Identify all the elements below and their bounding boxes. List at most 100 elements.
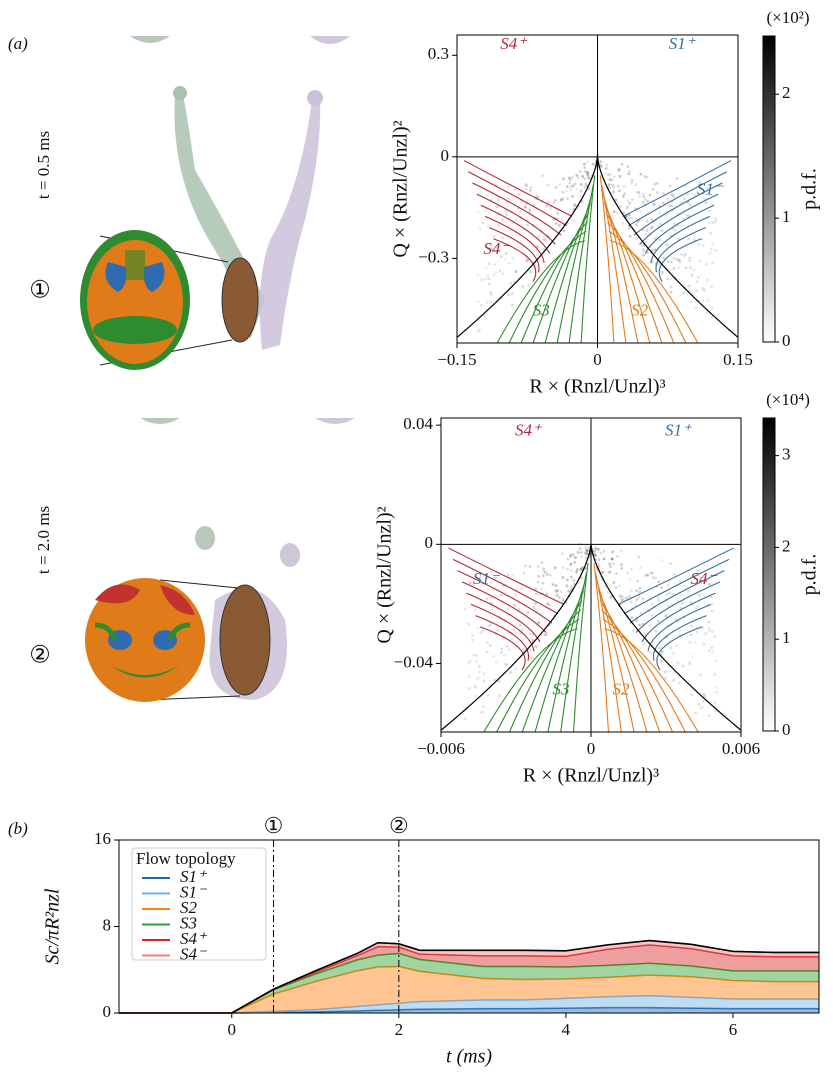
pdf-dot xyxy=(653,248,657,252)
pdf-dot xyxy=(463,705,466,709)
pdf-dot xyxy=(642,249,645,253)
region-label: S3 xyxy=(533,300,550,319)
pdf-dot xyxy=(610,557,614,561)
pdf-dot xyxy=(467,661,471,665)
pdf-dot xyxy=(630,179,634,182)
streamline xyxy=(604,628,699,732)
pdf-dot xyxy=(551,583,555,586)
y-tick-label: −0.04 xyxy=(394,652,434,671)
pdf-dot xyxy=(554,589,558,593)
pdf-dot xyxy=(620,598,624,602)
pdf-dot xyxy=(622,211,626,215)
pdf-dot xyxy=(710,315,714,319)
pdf-dot xyxy=(608,570,612,574)
pdf-dot xyxy=(711,602,714,606)
pdf-dot xyxy=(668,184,672,188)
pdf-dot xyxy=(568,181,572,185)
pdf-dot xyxy=(526,199,529,203)
pdf-dot xyxy=(683,584,686,588)
pdf-dot xyxy=(635,589,638,593)
pdf-dot xyxy=(708,582,712,586)
pdf-dot xyxy=(705,311,709,315)
pdf-dot xyxy=(542,574,545,578)
pdf-dot xyxy=(597,547,600,551)
pdf-dot xyxy=(567,589,570,593)
streamline xyxy=(521,600,583,732)
pdf-dot xyxy=(569,569,573,573)
pdf-dot xyxy=(654,576,657,580)
pdf-dot xyxy=(561,191,565,194)
pdf-dot xyxy=(573,182,577,186)
pdf-dot xyxy=(485,650,489,654)
pdf-dot xyxy=(524,205,527,209)
streamline xyxy=(599,600,661,732)
pdf-dot xyxy=(618,175,622,178)
y-tick-label: 16 xyxy=(94,829,111,848)
pdf-dot xyxy=(506,607,510,610)
streamline xyxy=(644,204,715,254)
y-tick-label: 0 xyxy=(441,146,450,165)
pdf-dot xyxy=(695,607,698,610)
pdf-dot xyxy=(467,675,471,679)
pdf-dot xyxy=(594,547,598,551)
pdf-dot xyxy=(677,258,681,262)
pdf-dot xyxy=(518,624,522,627)
pdf-dot xyxy=(676,661,680,665)
pdf-dot xyxy=(587,546,591,550)
legend-label: S1⁺ xyxy=(180,867,208,886)
pdf-dot xyxy=(569,188,573,192)
pdf-dot xyxy=(468,659,472,663)
pdf-dot xyxy=(650,218,654,222)
pdf-dot xyxy=(472,653,476,657)
y-tick-label: 0 xyxy=(103,1002,112,1021)
pdf-dot xyxy=(645,219,649,223)
pdf-dot xyxy=(583,185,587,189)
region-label: S3 xyxy=(553,680,570,699)
pdf-dot xyxy=(704,631,708,635)
pdf-dot xyxy=(471,638,474,642)
pdf-dot xyxy=(492,654,495,658)
pdf-dot xyxy=(682,254,686,258)
pdf-dot xyxy=(630,181,633,185)
pdf-dot xyxy=(573,560,576,564)
pdf-dot xyxy=(529,648,532,652)
streamline xyxy=(629,570,725,624)
pdf-dot xyxy=(709,231,713,235)
pdf-dot xyxy=(489,570,493,574)
pdf-dot xyxy=(579,189,583,193)
pdf-dot xyxy=(477,328,481,332)
streamline xyxy=(534,590,584,732)
pdf-dot xyxy=(484,208,488,212)
pdf-dot xyxy=(711,630,715,634)
streamline xyxy=(475,615,530,661)
pdf-dot xyxy=(508,670,512,674)
x-tick-label: 4 xyxy=(562,1020,571,1039)
pdf-dot xyxy=(539,612,543,616)
pdf-dot xyxy=(659,222,663,226)
pdf-dot xyxy=(678,260,682,264)
pdf-dot xyxy=(554,583,558,587)
pdf-dot xyxy=(571,184,575,188)
pdf-dot xyxy=(705,186,709,190)
pdf-dot xyxy=(668,562,672,565)
pdf-dot xyxy=(513,188,517,191)
pdf-dot xyxy=(582,162,586,166)
pdf-dot xyxy=(677,628,681,632)
area-edge xyxy=(119,952,819,1014)
pdf-dot xyxy=(500,255,503,259)
pdf-dot xyxy=(505,663,509,667)
pdf-dot xyxy=(671,193,674,197)
pdf-dot xyxy=(508,229,512,233)
pdf-dot xyxy=(635,237,639,241)
area xyxy=(119,995,819,1013)
pdf-dot xyxy=(585,160,589,164)
pdf-dot xyxy=(576,550,580,554)
pdf-dot xyxy=(630,567,633,571)
pdf-dot xyxy=(664,676,668,680)
pdf-dot xyxy=(656,191,659,195)
pdf-dot xyxy=(510,221,514,225)
pdf-dot xyxy=(468,581,472,584)
pdf-dot xyxy=(509,281,513,285)
pdf-dot xyxy=(628,201,631,205)
streamline xyxy=(479,626,526,671)
